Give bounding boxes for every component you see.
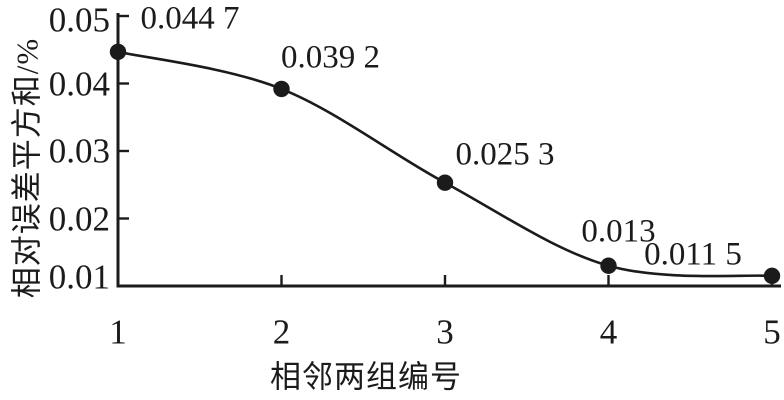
- x-axis-title: 相邻两组编号: [270, 359, 462, 395]
- x-tick-label: 2: [272, 312, 291, 352]
- data-point-label: 0.039 2: [281, 39, 380, 76]
- data-point-marker: [436, 174, 454, 191]
- data-point-label: 0.044 7: [140, 0, 240, 37]
- x-tick-label: 4: [599, 312, 618, 352]
- data-point-label: 0.011 5: [644, 236, 742, 273]
- y-tick-label: 0.01: [48, 257, 110, 297]
- x-tick-label: 3: [436, 312, 454, 352]
- data-point-marker: [109, 43, 127, 60]
- data-point-label: 0.025 3: [455, 136, 555, 173]
- data-point-marker: [273, 80, 290, 98]
- y-tick-label: 0.03: [48, 131, 110, 171]
- y-tick-label: 0.02: [48, 199, 110, 238]
- y-tick-label: 0.05: [48, 0, 110, 40]
- y-tick-label: 0.04: [48, 64, 110, 103]
- data-point-marker: [763, 267, 781, 285]
- x-tick-label: 1: [109, 312, 127, 352]
- y-axis-title: 相对误差平方和/%: [9, 37, 45, 299]
- data-point-marker: [600, 257, 617, 274]
- data-point-label: 0.013: [581, 213, 656, 250]
- x-tick-label: 5: [763, 312, 781, 352]
